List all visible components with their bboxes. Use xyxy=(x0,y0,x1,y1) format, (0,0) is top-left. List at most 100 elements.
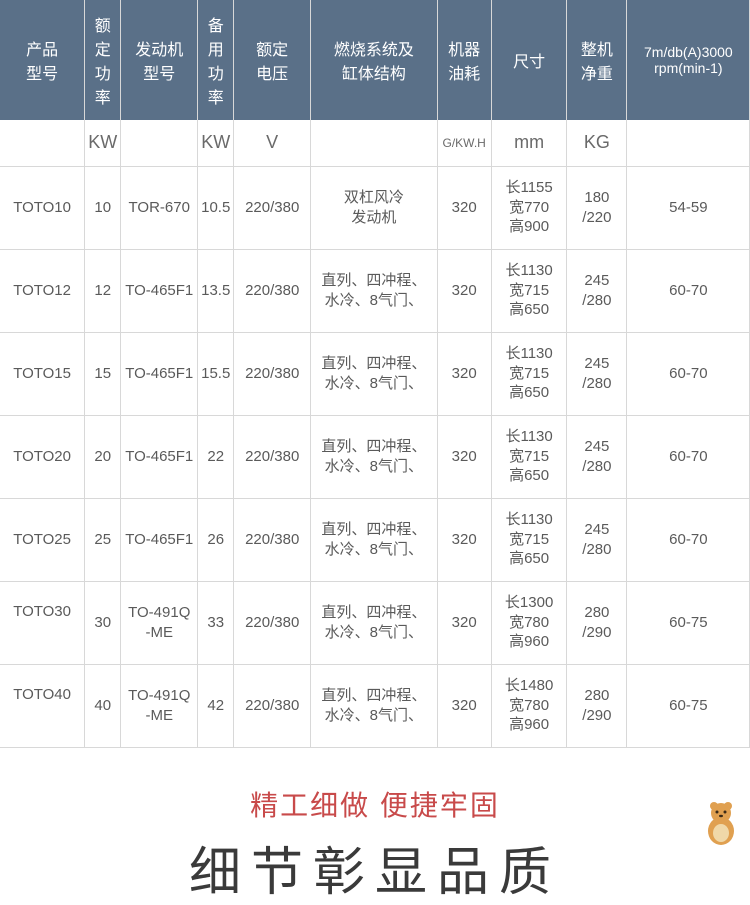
cell-rated: 40 xyxy=(85,664,121,747)
cell-model: TOTO25 xyxy=(0,498,85,581)
cell-model: TOTO15 xyxy=(0,332,85,415)
cell-engine: TO-465F1 xyxy=(121,415,198,498)
table-row: TOTO3030TO-491Q -ME33220/380直列、四冲程、 水冷、8… xyxy=(0,581,750,664)
cell-weight: 280 /290 xyxy=(567,581,627,664)
cell-size: 长1130 宽715 高650 xyxy=(491,415,567,498)
cell-voltage: 220/380 xyxy=(234,498,311,581)
cell-fuel: 320 xyxy=(437,581,491,664)
cell-weight: 180 /220 xyxy=(567,166,627,249)
cell-combustion: 双杠风冷 发动机 xyxy=(311,166,438,249)
col-header-1: 额定 功率 xyxy=(85,0,121,120)
cell-noise: 60-70 xyxy=(627,415,750,498)
cell-engine: TOR-670 xyxy=(121,166,198,249)
table-row: TOTO2020TO-465F122220/380直列、四冲程、 水冷、8气门、… xyxy=(0,415,750,498)
cell-noise: 60-75 xyxy=(627,664,750,747)
cell-size: 长1130 宽715 高650 xyxy=(491,498,567,581)
table-row: TOTO1515TO-465F115.5220/380直列、四冲程、 水冷、8气… xyxy=(0,332,750,415)
cell-engine: TO-465F1 xyxy=(121,249,198,332)
table-row: TOTO1212TO-465F113.5220/380直列、四冲程、 水冷、8气… xyxy=(0,249,750,332)
cell-weight: 280 /290 xyxy=(567,664,627,747)
cell-combustion: 直列、四冲程、 水冷、8气门、 xyxy=(311,498,438,581)
cell-standby: 10.5 xyxy=(198,166,234,249)
col-header-2: 发动机 型号 xyxy=(121,0,198,120)
col-unit-5 xyxy=(311,120,438,166)
col-unit-8: KG xyxy=(567,120,627,166)
cell-combustion: 直列、四冲程、 水冷、8气门、 xyxy=(311,415,438,498)
cell-combustion: 直列、四冲程、 水冷、8气门、 xyxy=(311,332,438,415)
cell-engine: TO-491Q -ME xyxy=(121,581,198,664)
col-header-7: 尺寸 xyxy=(491,0,567,120)
cell-noise: 60-75 xyxy=(627,581,750,664)
cell-standby: 22 xyxy=(198,415,234,498)
cell-combustion: 直列、四冲程、 水冷、8气门、 xyxy=(311,664,438,747)
cell-standby: 15.5 xyxy=(198,332,234,415)
cell-rated: 10 xyxy=(85,166,121,249)
col-header-3: 备用 功率 xyxy=(198,0,234,120)
cell-weight: 245 /280 xyxy=(567,498,627,581)
cell-weight: 245 /280 xyxy=(567,332,627,415)
cell-fuel: 320 xyxy=(437,166,491,249)
cell-size: 长1480 宽780 高960 xyxy=(491,664,567,747)
col-header-5: 燃烧系统及 缸体结构 xyxy=(311,0,438,120)
cell-noise: 60-70 xyxy=(627,249,750,332)
col-header-6: 机器 油耗 xyxy=(437,0,491,120)
cell-voltage: 220/380 xyxy=(234,664,311,747)
col-unit-3: KW xyxy=(198,120,234,166)
col-header-8: 整机 净重 xyxy=(567,0,627,120)
cell-model: TOTO20 xyxy=(0,415,85,498)
cell-standby: 42 xyxy=(198,664,234,747)
col-unit-9 xyxy=(627,120,750,166)
cell-fuel: 320 xyxy=(437,249,491,332)
cell-engine: TO-465F1 xyxy=(121,498,198,581)
cell-engine: TO-465F1 xyxy=(121,332,198,415)
cell-noise: 60-70 xyxy=(627,498,750,581)
cell-combustion: 直列、四冲程、 水冷、8气门、 xyxy=(311,249,438,332)
cell-noise: 54-59 xyxy=(627,166,750,249)
cell-rated: 25 xyxy=(85,498,121,581)
cell-voltage: 220/380 xyxy=(234,249,311,332)
cell-rated: 12 xyxy=(85,249,121,332)
cell-standby: 33 xyxy=(198,581,234,664)
col-unit-4: V xyxy=(234,120,311,166)
col-unit-1: KW xyxy=(85,120,121,166)
col-header-0: 产品 型号 xyxy=(0,0,85,120)
col-unit-6: G/KW.H xyxy=(437,120,491,166)
cell-fuel: 320 xyxy=(437,498,491,581)
cell-combustion: 直列、四冲程、 水冷、8气门、 xyxy=(311,581,438,664)
table-row: TOTO1010TOR-67010.5220/380双杠风冷 发动机320长11… xyxy=(0,166,750,249)
cell-standby: 13.5 xyxy=(198,249,234,332)
cell-engine: TO-491Q -ME xyxy=(121,664,198,747)
cell-voltage: 220/380 xyxy=(234,332,311,415)
cell-fuel: 320 xyxy=(437,332,491,415)
main-title: 细节彰显品质 xyxy=(0,830,750,905)
cell-model: TOTO10 xyxy=(0,166,85,249)
cell-size: 长1155 宽770 高900 xyxy=(491,166,567,249)
cell-voltage: 220/380 xyxy=(234,166,311,249)
col-unit-7: mm xyxy=(491,120,567,166)
col-header-4: 额定 电压 xyxy=(234,0,311,120)
cell-model: TOTO12 xyxy=(0,249,85,332)
table-row: TOTO2525TO-465F126220/380直列、四冲程、 水冷、8气门、… xyxy=(0,498,750,581)
cell-model: TOTO30 xyxy=(0,581,85,664)
cell-size: 长1130 宽715 高650 xyxy=(491,249,567,332)
cell-noise: 60-70 xyxy=(627,332,750,415)
col-header-9: 7m/db(A)3000 rpm(min-1) xyxy=(627,0,750,120)
cell-rated: 15 xyxy=(85,332,121,415)
cell-rated: 30 xyxy=(85,581,121,664)
mascot-icon xyxy=(700,799,742,847)
cell-fuel: 320 xyxy=(437,664,491,747)
cell-voltage: 220/380 xyxy=(234,581,311,664)
spec-table: 产品 型号额定 功率发动机 型号备用 功率额定 电压燃烧系统及 缸体结构机器 油… xyxy=(0,0,750,748)
col-unit-2 xyxy=(121,120,198,166)
table-row: TOTO4040TO-491Q -ME42220/380直列、四冲程、 水冷、8… xyxy=(0,664,750,747)
cell-size: 长1130 宽715 高650 xyxy=(491,332,567,415)
cell-fuel: 320 xyxy=(437,415,491,498)
cell-voltage: 220/380 xyxy=(234,415,311,498)
cell-rated: 20 xyxy=(85,415,121,498)
cell-weight: 245 /280 xyxy=(567,249,627,332)
cell-standby: 26 xyxy=(198,498,234,581)
col-unit-0 xyxy=(0,120,85,166)
cell-size: 长1300 宽780 高960 xyxy=(491,581,567,664)
cell-weight: 245 /280 xyxy=(567,415,627,498)
cell-model: TOTO40 xyxy=(0,664,85,747)
